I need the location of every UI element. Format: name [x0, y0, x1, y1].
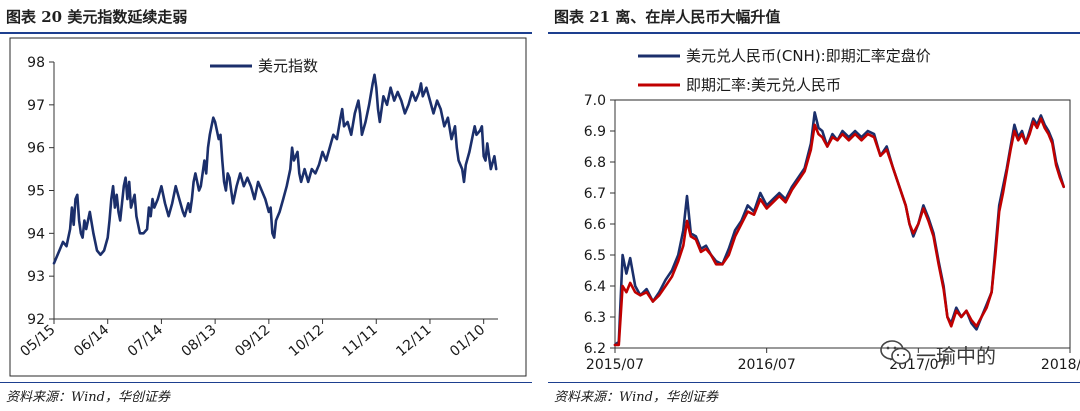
y-tick-label: 96: [27, 141, 45, 157]
figure-title: 图表 20 美元指数延续走弱: [6, 8, 188, 26]
x-tick-label: 08/13: [178, 322, 219, 360]
watermark: 一瑜中的: [880, 338, 1080, 374]
y-tick-label: 6.2: [584, 341, 606, 357]
y-tick-label: 6.7: [584, 186, 606, 202]
wechat-icon: [880, 340, 911, 365]
series-line: [52, 73, 498, 265]
bottom-rule: [0, 382, 532, 383]
y-tick-label: 6.9: [584, 124, 606, 140]
x-tick-label: 06/14: [71, 322, 112, 360]
figure-title: 图表 21 离、在岸人民币大幅升值: [554, 8, 781, 26]
y-tick-label: 95: [27, 184, 45, 200]
y-tick-label: 6.6: [584, 217, 606, 233]
x-tick-label: 2016/07: [738, 357, 796, 373]
chart-panel-right: 图表 21 离、在岸人民币大幅升值 6.2 6.3 6.4 6.5 6.6 6.7 6.8 6…: [548, 0, 1080, 411]
y-tick-label: 6.8: [584, 155, 606, 171]
x-tick-label: 07/14: [125, 322, 166, 360]
y-tick-label: 6.4: [584, 279, 606, 295]
legend-label: 即期汇率:美元兑人民币: [686, 76, 841, 94]
chart-panel-left: 图表 20 美元指数延续走弱 92 93 94 95 96 97 98 05/15 06/14 0…: [0, 0, 532, 411]
y-tick-label: 97: [27, 98, 45, 114]
title-rule: [0, 32, 532, 34]
title-rule: [548, 32, 1080, 34]
source-note: 资料来源：Wind，华创证券: [6, 390, 170, 405]
x-tick-label: 09/12: [232, 322, 273, 360]
x-tick-label: 12/11: [393, 322, 434, 360]
x-tick-label: 11/11: [340, 322, 381, 360]
y-tick-label: 7.0: [584, 93, 606, 109]
bottom-rule: [548, 382, 1080, 383]
series-line: [613, 117, 1065, 347]
x-tick-label: 2015/07: [586, 357, 644, 373]
x-tick-label: 01/10: [447, 322, 488, 360]
rmb-exchange-rate-chart: 6.2 6.3 6.4 6.5 6.6 6.7 6.8 6.9 7.0 2015/07 2016/0…: [584, 47, 1080, 373]
x-tick-label: 10/12: [286, 322, 327, 360]
y-tick-label: 98: [27, 55, 45, 71]
y-tick-label: 6.5: [584, 248, 606, 264]
legend-label: 美元兑人民币(CNH):即期汇率定盘价: [686, 47, 931, 65]
y-tick-label: 93: [27, 269, 45, 285]
y-tick-label: 6.3: [584, 310, 606, 326]
y-tick-label: 92: [27, 312, 45, 328]
y-tick-label: 94: [27, 226, 45, 242]
x-tick-label: 2018/07: [1041, 357, 1080, 373]
legend-label: 美元指数: [258, 57, 318, 75]
series-line: [613, 111, 1065, 347]
watermark-text: 一瑜中的: [916, 344, 996, 368]
source-note: 资料来源：Wind，华创证券: [554, 390, 718, 405]
plot-frame: [9, 37, 527, 377]
